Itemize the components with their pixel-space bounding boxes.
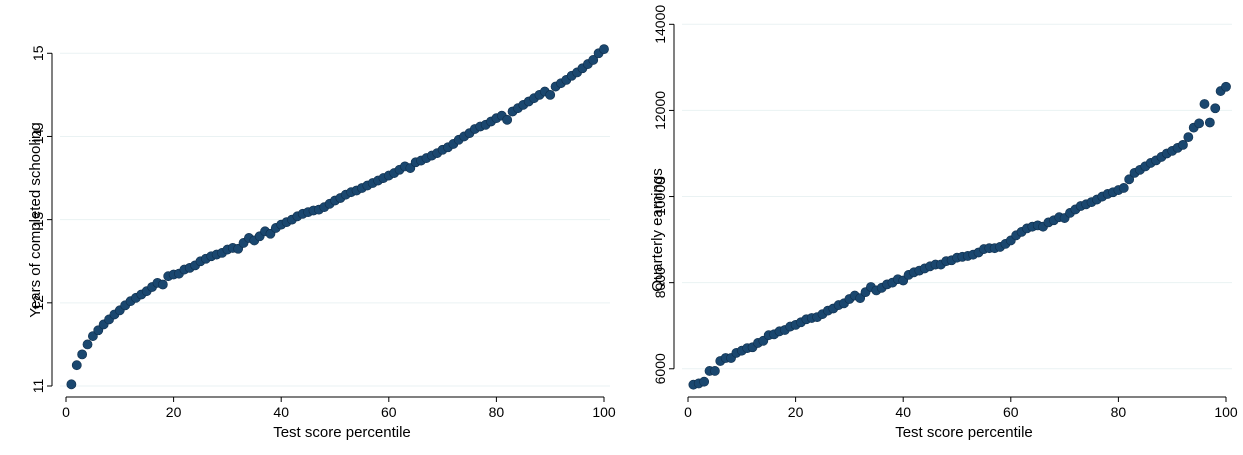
- y-axis-title: Quarterly earnings: [649, 168, 666, 291]
- y-tick-label: 8000: [652, 267, 668, 298]
- data-point: [1210, 103, 1221, 114]
- x-axis-title: Test score percentile: [895, 424, 1033, 441]
- data-point: [157, 279, 168, 290]
- y-axis-title: Years of completed schooling: [27, 122, 44, 317]
- x-axis-title: Test score percentile: [273, 424, 411, 441]
- y-tick-label: 12000: [652, 91, 668, 130]
- data-point: [1183, 132, 1194, 143]
- data-point: [1204, 117, 1215, 128]
- x-tick-label: 0: [62, 404, 70, 420]
- y-tick-label: 15: [30, 45, 46, 61]
- data-point: [699, 376, 710, 387]
- y-tick-label: 14000: [652, 5, 668, 44]
- y-tick-label: 11: [30, 379, 46, 394]
- x-tick-label: 20: [166, 404, 182, 420]
- x-tick-label: 40: [273, 404, 289, 420]
- schooling-panel: 0 20 40 60 80 100 11 12 13 14 15 Test score percent…: [0, 0, 621, 455]
- data-point: [710, 366, 720, 376]
- data-point: [502, 114, 513, 125]
- data-point: [545, 89, 556, 100]
- x-tick-label: 80: [1111, 404, 1127, 420]
- data-point: [599, 44, 609, 55]
- earnings-panel: 0 20 40 60 80 100 6000 8000 10000 12000 14000 Test …: [622, 0, 1243, 455]
- y-tick-label: 13: [30, 212, 46, 228]
- x-tick-label: 0: [684, 404, 692, 420]
- x-tick-label: 60: [1003, 404, 1019, 420]
- data-point: [588, 55, 599, 65]
- data-point: [71, 360, 82, 371]
- data-point: [1221, 81, 1231, 92]
- x-tick-label: 40: [895, 404, 911, 420]
- x-tick-label: 100: [1214, 404, 1238, 420]
- y-tick-label: 12: [30, 295, 46, 311]
- y-tick-label: 14: [30, 128, 46, 144]
- data-point: [77, 349, 88, 360]
- schooling-chart: 0 20 40 60 80 100 11 12 13 14 15 Test score percent…: [27, 44, 616, 441]
- data-point: [1178, 139, 1188, 150]
- x-tick-label: 100: [592, 404, 616, 420]
- y-tick-label: 10000: [652, 177, 668, 216]
- data-point: [1118, 183, 1129, 193]
- data-point: [1199, 99, 1210, 109]
- data-point: [66, 379, 77, 390]
- data-point: [82, 339, 93, 350]
- x-tick-label: 80: [489, 404, 505, 420]
- x-tick-label: 20: [788, 404, 804, 420]
- data-point: [1124, 174, 1135, 185]
- x-tick-label: 60: [381, 404, 397, 420]
- data-point: [1194, 118, 1204, 129]
- y-tick-label: 6000: [652, 353, 668, 384]
- earnings-chart: 0 20 40 60 80 100 6000 8000 10000 12000 14000 Test …: [649, 5, 1238, 441]
